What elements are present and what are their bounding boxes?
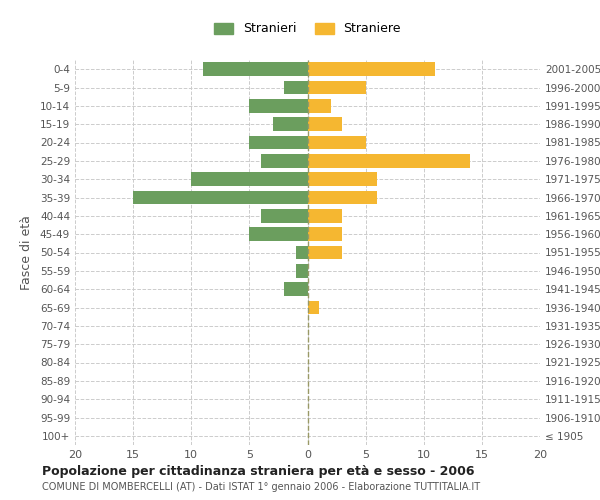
Bar [203, 62, 308, 76]
Legend: Stranieri, Straniere: Stranieri, Straniere [208, 16, 407, 42]
Bar [308, 99, 331, 112]
Bar [133, 190, 308, 204]
Bar [308, 154, 470, 168]
Bar [308, 228, 343, 241]
Bar [308, 209, 343, 222]
Bar [308, 62, 436, 76]
Bar [308, 80, 365, 94]
Bar [308, 136, 365, 149]
Bar [284, 80, 308, 94]
Bar [296, 246, 308, 260]
Bar [261, 209, 308, 222]
Bar [308, 118, 343, 131]
Bar [250, 99, 308, 112]
Bar [250, 228, 308, 241]
Bar [308, 300, 319, 314]
Bar [191, 172, 308, 186]
Text: Popolazione per cittadinanza straniera per età e sesso - 2006: Popolazione per cittadinanza straniera p… [42, 465, 475, 478]
Bar [308, 190, 377, 204]
Y-axis label: Fasce di età: Fasce di età [20, 215, 33, 290]
Bar [284, 282, 308, 296]
Bar [272, 118, 308, 131]
Bar [261, 154, 308, 168]
Bar [250, 136, 308, 149]
Bar [296, 264, 308, 278]
Bar [308, 246, 343, 260]
Bar [308, 172, 377, 186]
Text: COMUNE DI MOMBERCELLI (AT) - Dati ISTAT 1° gennaio 2006 - Elaborazione TUTTITALI: COMUNE DI MOMBERCELLI (AT) - Dati ISTAT … [42, 482, 480, 492]
